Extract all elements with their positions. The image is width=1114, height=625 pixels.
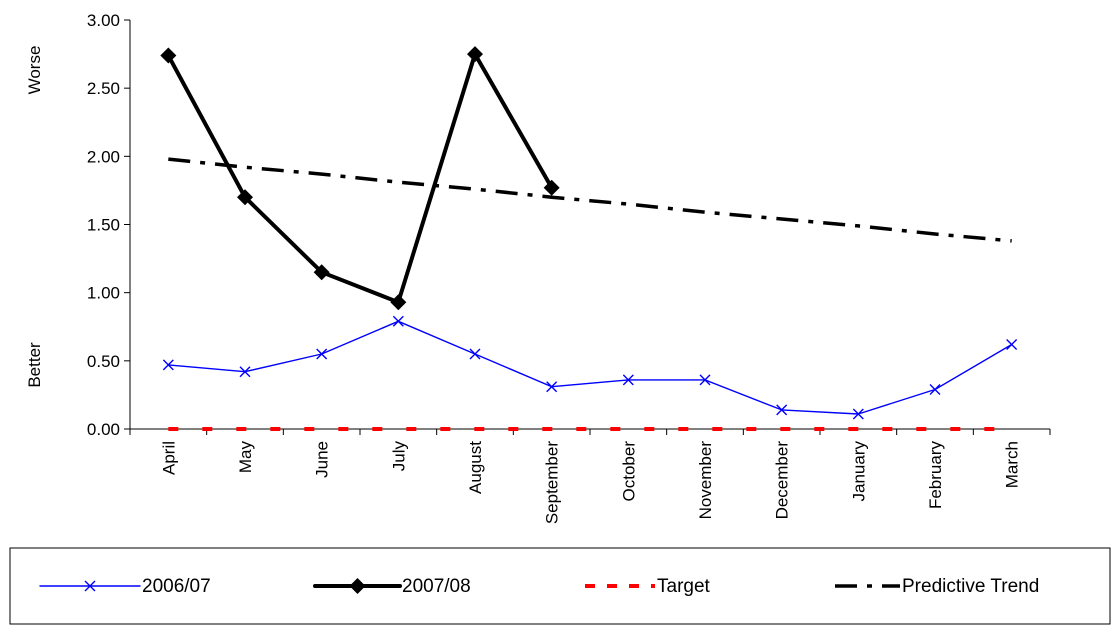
- y-tick-label: 3.00: [87, 11, 120, 30]
- x-tick-label: October: [619, 441, 638, 502]
- x-tick-label: January: [849, 441, 868, 502]
- data-point-diamond-marker: [313, 264, 330, 281]
- y-tick-label: 1.50: [87, 216, 120, 235]
- data-point-diamond-marker: [349, 578, 366, 594]
- legend-item-2006-07: 2006/07: [39, 576, 211, 597]
- data-point-diamond-marker: [390, 294, 407, 311]
- legend-label: 2006/07: [142, 576, 211, 597]
- axes: 0.00 0.50 1.00 1.50 2.00 2.50 3.00 April May June…: [87, 11, 1051, 524]
- x-tick-label: June: [313, 441, 332, 478]
- data-point-x-marker: [162, 359, 174, 371]
- data-point-x-marker: [622, 374, 634, 386]
- data-point-diamond-marker: [160, 47, 177, 64]
- series-layer: [160, 46, 1018, 431]
- legend-label: Predictive Trend: [902, 576, 1039, 597]
- legend-box: [9, 547, 1111, 625]
- data-point-x-marker: [546, 381, 558, 393]
- x-tick-label: April: [159, 441, 178, 475]
- data-point-diamond-marker: [237, 189, 253, 206]
- legend: 2006/07 2007/08 Target Predictive Trend: [9, 547, 1111, 625]
- data-point-x-marker: [1006, 338, 1018, 350]
- data-point-x-marker: [239, 366, 251, 378]
- series-line: [166, 52, 554, 305]
- legend-item-2007-08: 2007/08: [313, 576, 471, 597]
- data-point-diamond-marker: [467, 46, 483, 63]
- x-tick-label: March: [1003, 441, 1022, 488]
- legend-label: 2007/08: [402, 576, 471, 597]
- legend-label: Target: [657, 576, 711, 597]
- data-point-x-marker: [469, 348, 481, 360]
- x-tick-label: September: [543, 441, 562, 524]
- y-tick-label: 2.00: [87, 147, 120, 166]
- legend-item-predictive-trend: Predictive Trend: [835, 576, 1039, 597]
- x-tick-label: November: [696, 441, 715, 520]
- y-tick-label: 0.50: [87, 352, 120, 371]
- y-axis-label-worse: Worse: [25, 46, 44, 95]
- series-predictive-trend: [168, 157, 1012, 243]
- series-line: [168, 157, 1012, 243]
- series-2007-08: [160, 46, 560, 311]
- data-point-x-marker: [392, 315, 404, 327]
- series-2006-07: [162, 315, 1018, 420]
- data-point-x-marker: [84, 580, 96, 592]
- x-tick-label: August: [466, 441, 485, 494]
- data-point-x-marker: [929, 383, 941, 395]
- x-tick-label: February: [926, 441, 945, 510]
- data-point-x-marker: [776, 404, 788, 416]
- data-point-x-marker: [852, 408, 864, 420]
- x-tick-label: July: [389, 441, 408, 472]
- data-point-x-marker: [316, 348, 328, 360]
- legend-item-target: Target: [585, 576, 711, 597]
- x-tick-label: December: [773, 441, 792, 520]
- data-point-diamond-marker: [543, 179, 560, 196]
- data-point-x-marker: [699, 374, 711, 386]
- y-tick-label: 2.50: [87, 79, 120, 98]
- y-tick-label: 0.00: [87, 420, 120, 439]
- y-axis-label-better: Better: [25, 342, 44, 388]
- x-tick-label: May: [236, 441, 255, 474]
- series-line: [167, 320, 1013, 415]
- y-tick-label: 1.00: [87, 284, 120, 303]
